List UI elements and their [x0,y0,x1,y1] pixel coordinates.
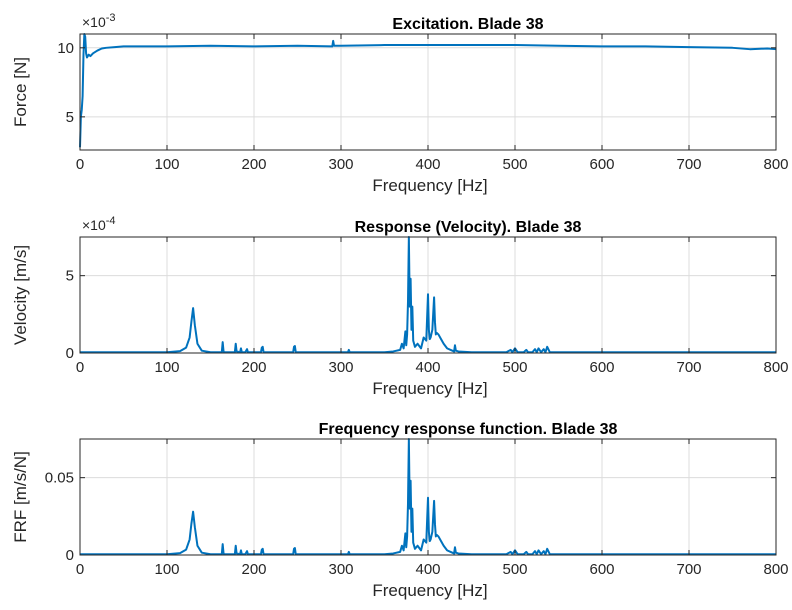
x-tick-label: 200 [241,156,266,173]
x-tick-label: 600 [589,359,614,376]
x-tick-label: 100 [154,561,179,578]
chart-panel-2: 0 100 200 300 400 500 600 700 800 0 5 ×10-4 Response… [11,215,789,398]
y-axis-label: Velocity [m/s] [11,245,30,345]
x-tick-label: 500 [502,359,527,376]
y-tick-label: 0 [66,345,74,362]
y-exponent-label: ×10-4 [82,215,116,233]
y-tick-label: 5 [66,109,74,126]
y-tick-label: 0.05 [45,470,74,487]
x-tick-label: 800 [763,156,788,173]
chart-panel-3: 0 100 200 300 400 500 600 700 800 0 0.05 Frequency … [11,421,789,600]
x-tick-label: 300 [328,561,353,578]
x-tick-label: 300 [328,359,353,376]
x-axis-label: Frequency [Hz] [372,176,487,195]
x-tick-label: 800 [763,359,788,376]
chart-title: Frequency response function. Blade 38 [319,421,618,438]
series-line-1 [80,236,776,354]
y-tick-label: 10 [57,40,74,57]
series-line-1 [80,438,776,556]
x-tick-label: 0 [76,156,84,173]
x-axis-label: Frequency [Hz] [372,581,487,600]
x-tick-label: 0 [76,359,84,376]
x-tick-label: 800 [763,561,788,578]
y-axis-label: FRF [m/s/N] [11,451,30,543]
y-exponent-label: ×10-3 [82,12,116,30]
x-tick-label: 0 [76,561,84,578]
x-tick-label: 700 [676,561,701,578]
chart-title: Response (Velocity). Blade 38 [355,219,582,236]
x-tick-label: 400 [415,561,440,578]
x-tick-label: 700 [676,156,701,173]
x-tick-label: 400 [415,359,440,376]
series-line-1 [79,33,777,148]
x-tick-label: 100 [154,156,179,173]
y-tick-label: 5 [66,268,74,285]
x-axis-label: Frequency [Hz] [372,379,487,398]
x-tick-label: 400 [415,156,440,173]
x-tick-label: 100 [154,359,179,376]
x-tick-label: 200 [241,561,266,578]
y-axis-label: Force [N] [11,57,30,127]
x-tick-label: 500 [502,561,527,578]
chart-title: Excitation. Blade 38 [392,16,543,33]
x-tick-label: 500 [502,156,527,173]
x-tick-label: 700 [676,359,701,376]
x-tick-label: 200 [241,359,266,376]
x-tick-label: 600 [589,156,614,173]
x-tick-label: 600 [589,561,614,578]
chart-panel-1: 0 100 200 300 400 500 600 700 800 5 10 ×10-3 Excitat… [11,12,789,195]
y-tick-label: 0 [66,547,74,564]
x-tick-label: 300 [328,156,353,173]
